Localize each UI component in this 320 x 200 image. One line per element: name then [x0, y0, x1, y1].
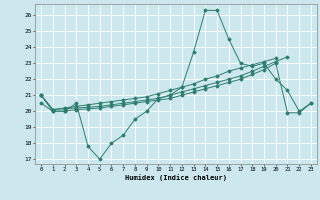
X-axis label: Humidex (Indice chaleur): Humidex (Indice chaleur): [125, 174, 227, 181]
